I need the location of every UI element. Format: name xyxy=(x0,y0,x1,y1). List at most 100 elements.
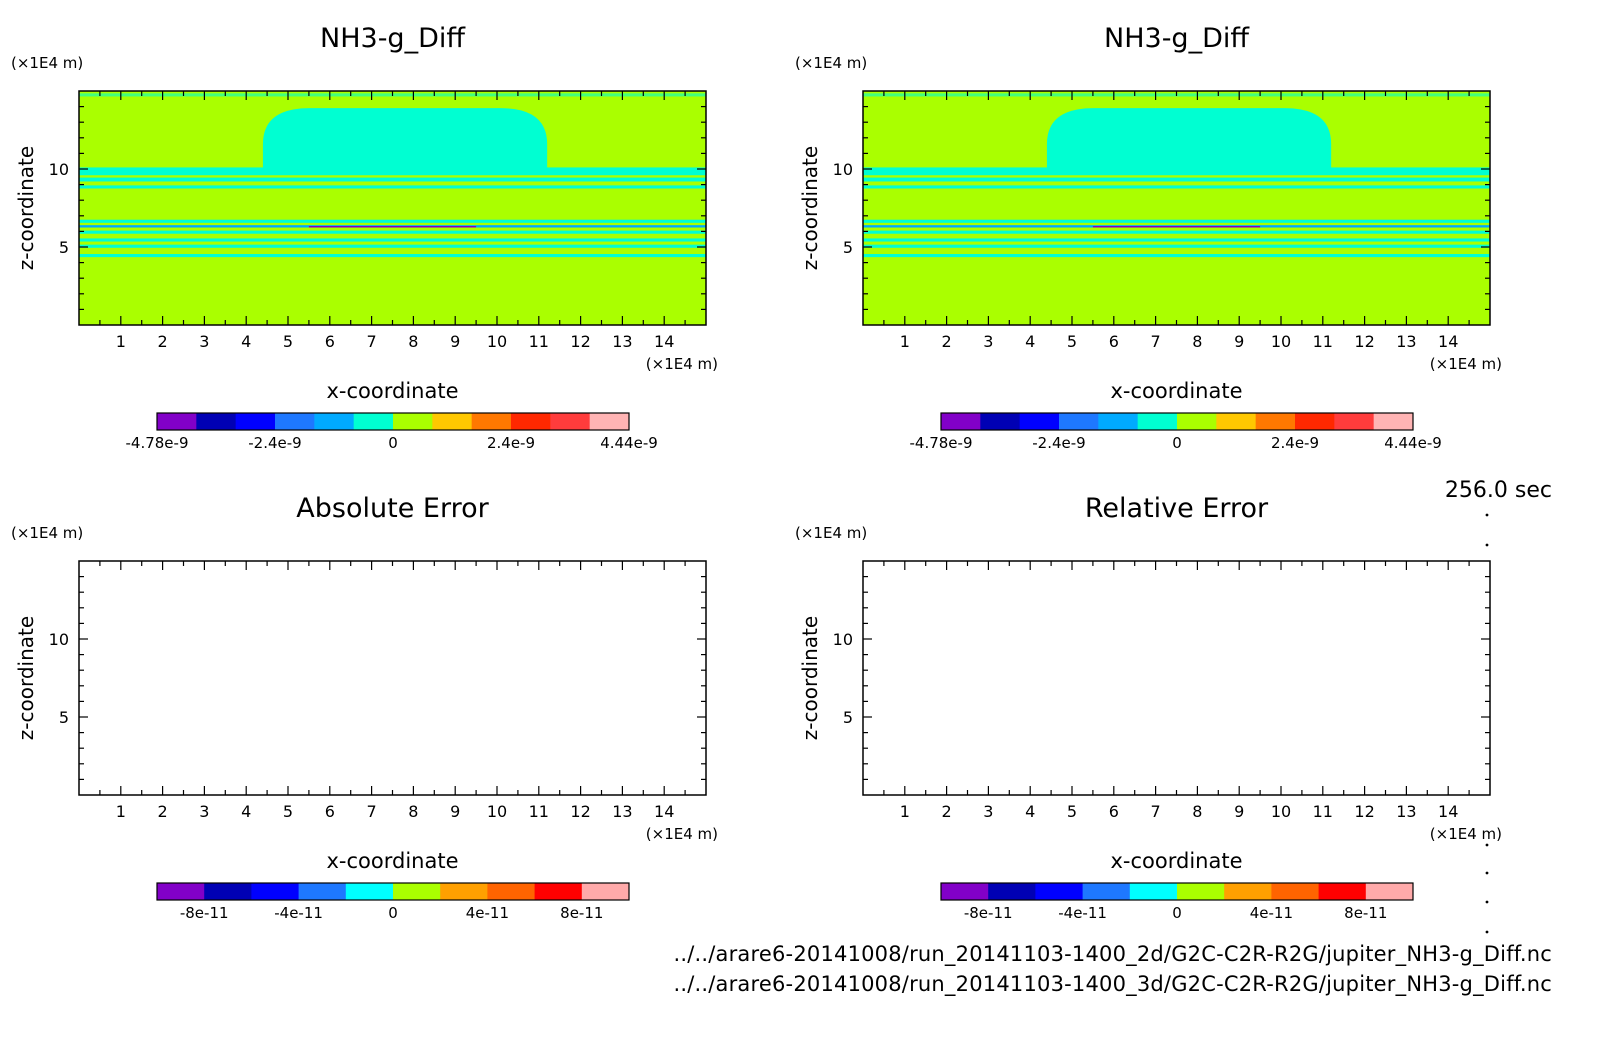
x-tick-label: 8 xyxy=(408,332,418,351)
colorbar-swatch xyxy=(1035,883,1084,900)
colorbar-swatch xyxy=(511,413,551,430)
colorbar-label: -2.4e-9 xyxy=(248,434,301,452)
x-unit-label: (×1E4 m) xyxy=(646,355,718,373)
x-tick-label: 2 xyxy=(158,802,168,821)
colorbar-swatch xyxy=(440,883,488,900)
colorbar-label: 4.44e-9 xyxy=(1384,434,1442,452)
x-tick-label: 7 xyxy=(1151,802,1161,821)
colorbar-swatch xyxy=(314,413,355,430)
y-unit-label: (×1E4 m) xyxy=(11,524,83,542)
x-tick-label: 11 xyxy=(529,802,549,821)
x-tick-label: 1 xyxy=(116,332,126,351)
x-tick-label: 3 xyxy=(199,332,209,351)
edge-dot xyxy=(1485,513,1489,517)
x-tick-label: 8 xyxy=(1192,802,1202,821)
x-tick-label: 8 xyxy=(408,802,418,821)
field-band xyxy=(79,254,706,258)
x-tick-label: 4 xyxy=(241,332,251,351)
x-tick-label: 4 xyxy=(1025,332,1035,351)
x-tick-label: 13 xyxy=(612,802,632,821)
colorbar-swatch xyxy=(1137,413,1178,430)
chart-panel-3: Absolute Error(×1E4 m)1 2 3 4 5 6 7 8 9 10 11 12 13 1… xyxy=(11,493,718,922)
plot-frame xyxy=(78,560,707,796)
colorbar-swatch xyxy=(471,413,512,430)
field-band xyxy=(863,167,1490,176)
colorbar-swatch xyxy=(581,883,630,900)
y-tick-label: 5 xyxy=(59,708,69,727)
y-tick-label: 5 xyxy=(843,238,853,257)
x-tick-label: 3 xyxy=(983,332,993,351)
colorbar-swatch xyxy=(1177,413,1217,430)
x-tick-label: 14 xyxy=(654,802,674,821)
x-tick-label: 10 xyxy=(487,332,507,351)
colorbar-swatch xyxy=(1271,883,1320,900)
colorbar-swatch xyxy=(1318,883,1367,900)
field-band xyxy=(79,230,706,234)
x-tick-label: 12 xyxy=(1354,802,1374,821)
x-tick-label: 5 xyxy=(283,332,293,351)
colorbar-swatch xyxy=(1373,413,1414,430)
x-tick-label: 2 xyxy=(942,802,952,821)
field-band xyxy=(863,244,1490,248)
colorbar-label: 8e-11 xyxy=(1344,904,1387,922)
colorbar-swatch xyxy=(1082,883,1131,900)
panel-title: NH3-g_Diff xyxy=(1104,23,1250,54)
colorbar-swatch xyxy=(1177,883,1225,900)
colorbar-label: 2.4e-9 xyxy=(1271,434,1319,452)
x-tick-label: 11 xyxy=(1313,802,1333,821)
colorbar-label: -8e-11 xyxy=(180,904,229,922)
field-band xyxy=(863,238,1490,242)
colorbar-swatch xyxy=(353,413,394,430)
y-tick-label: 10 xyxy=(49,630,69,649)
field-band xyxy=(79,177,706,182)
colorbar-frame xyxy=(156,412,630,431)
colorbar-swatch xyxy=(393,413,433,430)
colorbar-swatch xyxy=(157,883,205,900)
field-band xyxy=(863,185,1490,189)
colorbar-swatch xyxy=(1295,413,1335,430)
x-tick-label: 5 xyxy=(283,802,293,821)
field-band xyxy=(863,219,1490,223)
field-band xyxy=(79,244,706,248)
x-tick-label: 11 xyxy=(529,332,549,351)
footer-line-1: ../../arare6-20141008/run_20141103-1400_… xyxy=(673,942,1552,966)
colorbar-swatch xyxy=(1334,413,1375,430)
colorbar-swatch xyxy=(1255,413,1296,430)
y-axis-label: z-coordinate xyxy=(798,146,822,270)
colorbar-frame xyxy=(940,412,1414,431)
field-band xyxy=(79,238,706,242)
y-tick-label: 5 xyxy=(59,238,69,257)
x-tick-label: 3 xyxy=(983,802,993,821)
x-tick-label: 1 xyxy=(900,332,910,351)
colorbar-label: -4e-11 xyxy=(1058,904,1107,922)
x-tick-label: 10 xyxy=(1271,802,1291,821)
x-tick-label: 6 xyxy=(325,332,335,351)
colorbar-swatch xyxy=(275,413,315,430)
x-unit-label: (×1E4 m) xyxy=(1430,825,1502,843)
field-band xyxy=(863,230,1490,234)
y-tick-label: 5 xyxy=(843,708,853,727)
colorbar-swatch xyxy=(534,883,583,900)
x-tick-label: 13 xyxy=(1396,802,1416,821)
x-tick-label: 11 xyxy=(1313,332,1333,351)
y-unit-label: (×1E4 m) xyxy=(795,524,867,542)
colorbar-swatch xyxy=(1365,883,1414,900)
chart-panel-2: NH3-g_Diff(×1E4 m)1 2 3 4 5 6 7 8 9 10 11 12 13 14510… xyxy=(795,23,1502,452)
colorbar-swatch xyxy=(204,883,252,900)
x-tick-label: 7 xyxy=(367,332,377,351)
colorbar-label: 0 xyxy=(388,904,398,922)
colorbar-swatch xyxy=(1224,883,1272,900)
colorbar-frame xyxy=(156,882,630,901)
colorbar-label: 0 xyxy=(1172,434,1182,452)
x-tick-label: 12 xyxy=(570,802,590,821)
panel-title: NH3-g_Diff xyxy=(320,23,466,54)
x-tick-label: 9 xyxy=(450,802,460,821)
field-band xyxy=(79,219,706,223)
field-band xyxy=(863,177,1490,182)
x-tick-label: 13 xyxy=(612,332,632,351)
x-tick-label: 4 xyxy=(1025,802,1035,821)
colorbar-label: 0 xyxy=(388,434,398,452)
colorbar-label: 8e-11 xyxy=(560,904,603,922)
x-tick-label: 14 xyxy=(654,332,674,351)
